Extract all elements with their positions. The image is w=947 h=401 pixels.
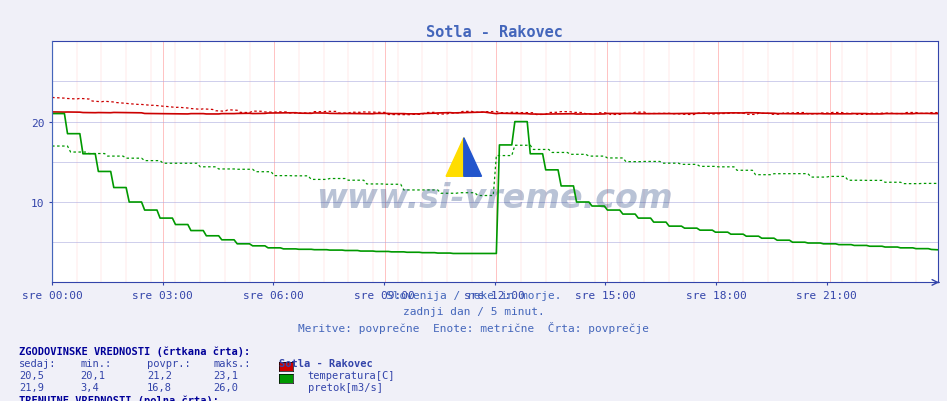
Text: 20,5: 20,5	[19, 370, 44, 380]
Polygon shape	[464, 138, 481, 177]
Text: Sotla - Rakovec: Sotla - Rakovec	[279, 358, 373, 368]
Text: maks.:: maks.:	[213, 358, 251, 368]
Text: Slovenija / reke in morje.: Slovenija / reke in morje.	[385, 291, 562, 301]
Text: pretok[m3/s]: pretok[m3/s]	[308, 382, 383, 392]
Text: Meritve: povprečne  Enote: metrične  Črta: povprečje: Meritve: povprečne Enote: metrične Črta:…	[298, 321, 649, 333]
Text: min.:: min.:	[80, 358, 112, 368]
Text: TRENUTNE VREDNOSTI (polna črta):: TRENUTNE VREDNOSTI (polna črta):	[19, 395, 219, 401]
Text: 21,2: 21,2	[147, 370, 171, 380]
Text: 21,9: 21,9	[19, 382, 44, 392]
Polygon shape	[446, 138, 464, 177]
Text: 16,8: 16,8	[147, 382, 171, 392]
Text: 3,4: 3,4	[80, 382, 99, 392]
Text: www.si-vreme.com: www.si-vreme.com	[316, 182, 673, 215]
Text: 20,1: 20,1	[80, 370, 105, 380]
Text: temperatura[C]: temperatura[C]	[308, 370, 395, 380]
Text: ZGODOVINSKE VREDNOSTI (črtkana črta):: ZGODOVINSKE VREDNOSTI (črtkana črta):	[19, 346, 250, 356]
Text: povpr.:: povpr.:	[147, 358, 190, 368]
Text: zadnji dan / 5 minut.: zadnji dan / 5 minut.	[402, 306, 545, 316]
Title: Sotla - Rakovec: Sotla - Rakovec	[426, 24, 563, 40]
Text: 26,0: 26,0	[213, 382, 238, 392]
Text: 23,1: 23,1	[213, 370, 238, 380]
Text: sedaj:: sedaj:	[19, 358, 57, 368]
